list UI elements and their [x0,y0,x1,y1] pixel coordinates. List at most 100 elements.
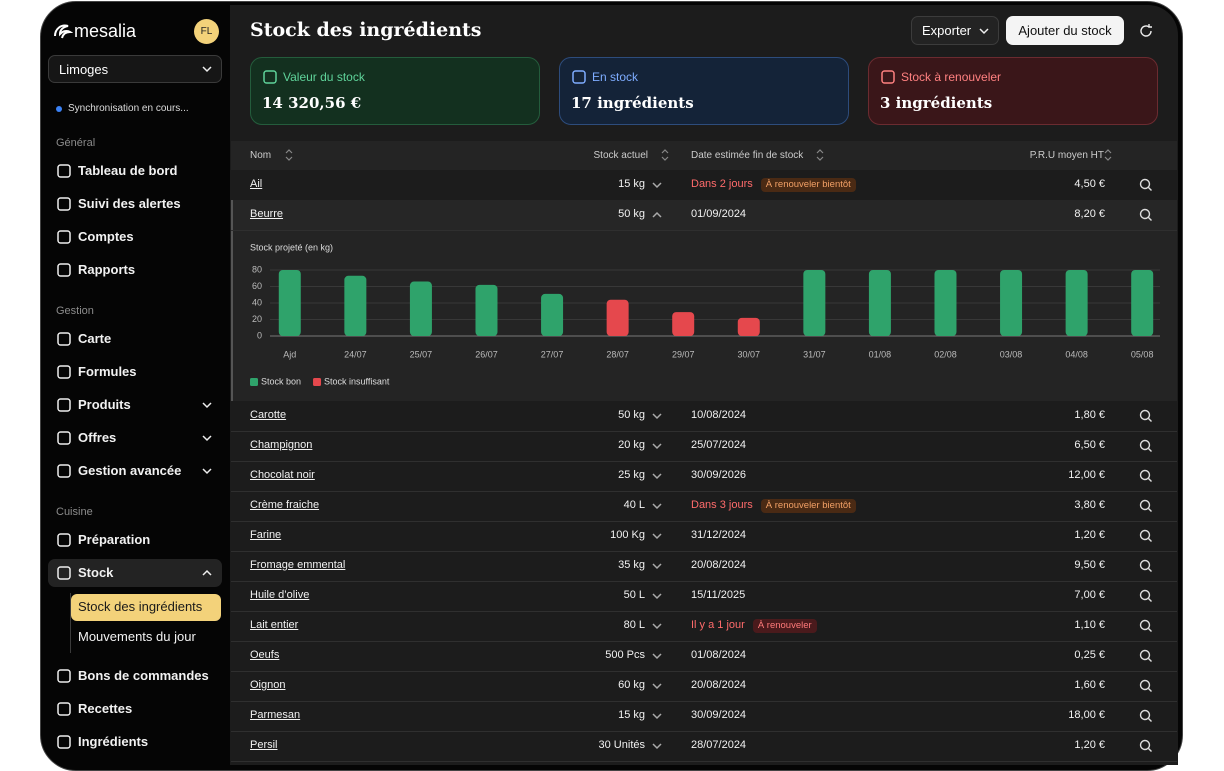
nav-item[interactable]: Produits [78,397,131,412]
location-select[interactable] [48,55,222,83]
nav-sub-item[interactable]: Mouvements du jour [78,629,196,644]
nav-item[interactable]: Comptes [78,229,134,244]
nav-item[interactable]: Carte [78,331,112,346]
icon [652,563,662,570]
column-header[interactable]: Stock actuel [593,150,648,161]
icon [652,413,662,420]
icon[interactable] [1138,468,1154,484]
column-header[interactable]: Date estimée fin de stock [691,150,804,161]
end-date: 01/08/2024 [691,649,747,661]
nav-item[interactable]: Rapports [78,262,136,277]
sync-dot [56,106,62,112]
stat-value: 17 ingrédients [571,94,694,112]
nav-sub-item[interactable]: Stock des ingrédients [78,599,203,614]
x-tick-label: Ajd [283,349,296,359]
status-badge: À renouveler bientôt [760,178,856,192]
unit-price: 6,50 € [1074,439,1105,451]
nav-item[interactable]: Recettes [78,701,133,716]
nav-item[interactable]: Stock [78,565,114,580]
icon[interactable] [1138,528,1154,544]
ingredient-name[interactable]: Champignon [250,439,313,451]
table-header [231,141,1177,170]
ingredient-name[interactable]: Lait entier [250,619,299,631]
nav-item[interactable]: Offres [78,430,117,445]
icon[interactable] [1138,207,1154,223]
column-header[interactable]: Nom [250,150,272,161]
x-tick-label: 01/08 [869,349,892,359]
icon[interactable] [1138,177,1154,193]
stock-amount: 50 kg [618,409,645,421]
end-date: 30/09/2026 [691,469,747,481]
icon [57,197,71,211]
nav-item[interactable]: Suivi des alertes [78,196,181,211]
ingredient-name[interactable]: Parmesan [250,709,301,721]
ingredient-name[interactable]: Oignon [250,679,286,691]
ingredient-name[interactable]: Oeufs [250,649,280,661]
stock-amount: 50 L [623,589,645,601]
icon [263,70,277,84]
icon[interactable] [1138,618,1154,634]
icon[interactable] [1138,678,1154,694]
nav-item[interactable]: Formules [78,364,137,379]
unit-price: 8,20 € [1074,208,1105,220]
bar [606,299,629,336]
bar [737,317,760,336]
end-date: 20/08/2024 [691,679,747,691]
icon [881,70,895,84]
icon[interactable] [1138,648,1154,664]
ingredient-name[interactable]: Carotte [250,409,287,421]
nav-item[interactable]: Bons de commandes [78,668,209,683]
icon[interactable] [1138,738,1154,754]
y-tick-label: 60 [252,281,262,291]
icon[interactable] [1138,498,1154,514]
end-date: 25/07/2024 [691,439,747,451]
row-divider [231,230,1177,231]
bar [409,281,432,336]
ingredient-name[interactable]: Chocolat noir [250,469,315,481]
icon[interactable] [1138,558,1154,574]
unit-price: 18,00 € [1068,709,1105,721]
nav-item[interactable]: Préparation [78,532,151,547]
end-date: 30/09/2024 [691,709,747,721]
ingredient-name[interactable]: Crème fraiche [250,499,320,511]
icon [202,66,212,73]
icon[interactable] [1138,408,1154,424]
ingredient-name[interactable]: Beurre [250,208,284,220]
stock-amount: 20 kg [618,439,645,451]
ingredient-name[interactable]: Ail [250,178,263,190]
stock-amount: 50 kg [618,208,645,220]
icon [57,230,71,244]
ingredient-name[interactable]: Farine [250,529,282,541]
icon [57,431,71,445]
icon [1104,149,1112,161]
nav-item[interactable]: Tableau de bord [78,163,178,178]
icon[interactable] [1138,438,1154,454]
stock-amount: 500 Pcs [605,649,645,661]
status-badge: À renouveler [752,619,817,633]
sync-status: Synchronisation en cours... [68,103,189,114]
row-divider [231,491,1177,492]
icon [652,683,662,690]
icon [202,569,212,576]
bar [868,270,891,336]
export-button[interactable] [911,16,999,45]
icon[interactable] [1138,588,1154,604]
ingredient-name[interactable]: Persil [250,739,278,751]
avatar[interactable]: FL [194,19,219,44]
icon [652,473,662,480]
nav-item[interactable]: Ingrédients [78,734,149,749]
row-divider [231,611,1177,612]
add-stock-button[interactable]: Ajouter du stock [1006,16,1124,45]
bar [278,270,301,336]
nav-sub-active-bg [71,594,221,621]
nav-item-open-bg[interactable] [48,559,222,587]
end-date: 01/09/2024 [691,208,747,220]
ingredient-name[interactable]: Fromage emmental [250,559,346,571]
end-date: 31/12/2024 [691,529,747,541]
nav-item[interactable]: Gestion avancée [78,463,182,478]
stock-amount: 35 kg [618,559,645,571]
column-header[interactable]: P.R.U moyen HT [1029,150,1104,161]
bar [475,284,498,336]
icon[interactable] [1138,708,1154,724]
ingredient-name[interactable]: Huile d’olive [250,589,310,601]
